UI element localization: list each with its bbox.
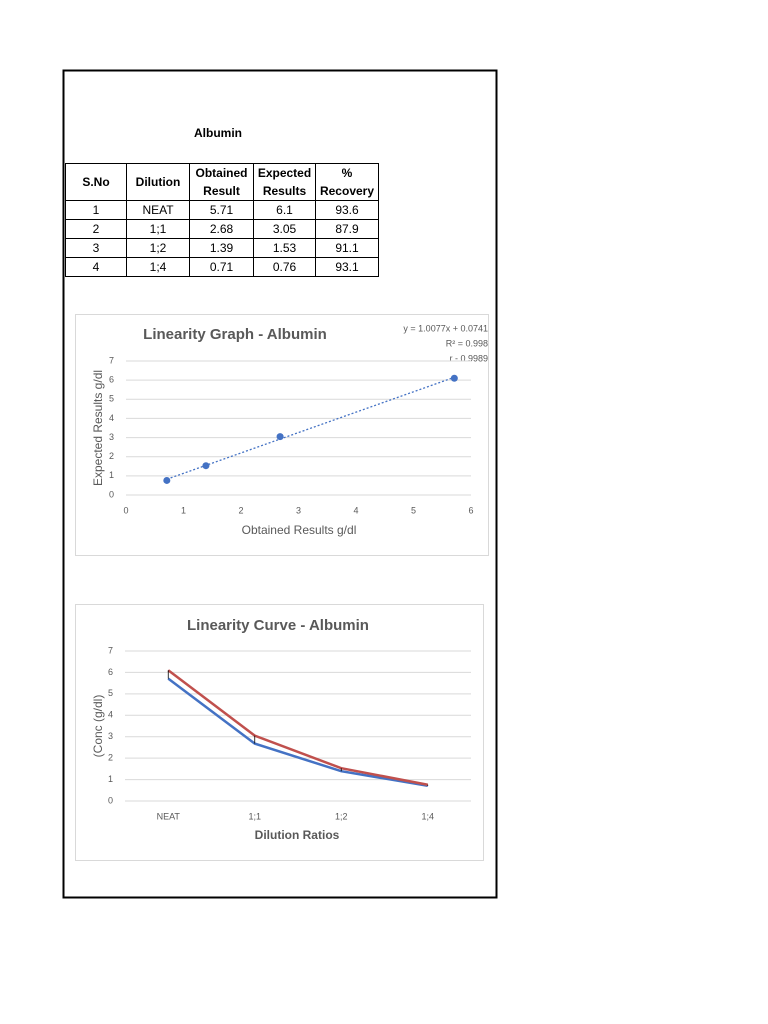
- trendline: [166, 376, 455, 480]
- y-axis-label: (Conc (g/dl): [91, 695, 105, 758]
- y-tick-label: 4: [109, 413, 114, 423]
- y-tick-label: 5: [109, 394, 114, 404]
- x-tick-label: 0: [123, 505, 128, 515]
- table-cell: 1.39: [189, 238, 254, 258]
- y-tick-label: 3: [109, 432, 114, 442]
- data-point: [276, 433, 284, 441]
- header-cell: % Recovery: [315, 163, 379, 201]
- data-point: [202, 462, 210, 470]
- chart-title: Linearity Curve - Albumin: [187, 617, 369, 634]
- data-table: S.No Dilution Obtained Result Expected Resu…: [65, 163, 379, 277]
- y-tick-label: 2: [108, 753, 113, 763]
- table-cell: 87.9: [315, 219, 379, 239]
- y-tick-label: 0: [108, 795, 113, 805]
- chart-frame: [75, 314, 489, 556]
- table-row: 3 1;2 1.39 1.53 91.1: [65, 238, 379, 258]
- header-cell: Dilution: [126, 163, 190, 201]
- x-tick-label: 1;2: [335, 811, 348, 821]
- x-tick-label: 5: [411, 505, 416, 515]
- y-tick-label: 2: [109, 451, 114, 461]
- y-axis-label: Expected Results g/dl: [91, 370, 105, 486]
- table-cell: 1: [65, 200, 127, 220]
- annotation: R² = 0.998: [446, 338, 488, 348]
- y-tick-label: 7: [109, 355, 114, 365]
- x-tick-label: 6: [468, 505, 473, 515]
- x-tick-label: 1: [181, 505, 186, 515]
- table-cell: 1;4: [126, 257, 190, 277]
- table-cell: 1.53: [253, 238, 316, 258]
- table-cell: 3: [65, 238, 127, 258]
- y-tick-label: 7: [108, 645, 113, 655]
- data-line: [167, 669, 428, 786]
- table-row: 1 NEAT 5.71 6.1 93.6: [65, 200, 379, 220]
- y-tick-label: 6: [109, 375, 114, 385]
- x-tick-label: NEAT: [157, 811, 181, 821]
- y-tick-label: 0: [109, 489, 114, 499]
- data-line: [167, 677, 428, 788]
- table-cell: 0.71: [189, 257, 254, 277]
- table-cell: 0.76: [253, 257, 316, 277]
- header-cell: S.No: [65, 163, 127, 201]
- x-tick-label: 2: [238, 505, 243, 515]
- table-cell: 2.68: [189, 219, 254, 239]
- table-cell: 93.1: [315, 257, 379, 277]
- header-cell: Expected Results: [253, 163, 316, 201]
- y-tick-label: 6: [108, 667, 113, 677]
- table-cell: 3.05: [253, 219, 316, 239]
- header-cell: Obtained Result: [189, 163, 254, 201]
- chart-title: Linearity Graph - Albumin: [143, 326, 327, 343]
- y-tick-label: 3: [108, 731, 113, 741]
- data-point: [163, 476, 171, 484]
- table-cell: NEAT: [126, 200, 190, 220]
- x-tick-label: 1;1: [248, 811, 261, 821]
- table-cell: 4: [65, 257, 127, 277]
- x-axis-label: Obtained Results g/dl: [242, 523, 357, 537]
- data-point: [450, 374, 458, 382]
- table-cell: 93.6: [315, 200, 379, 220]
- table-row: 4 1;4 0.71 0.76 93.1: [65, 257, 379, 277]
- annotation: r - 0.9989: [449, 353, 488, 363]
- y-tick-label: 4: [108, 710, 113, 720]
- table-row: 2 1;1 2.68 3.05 87.9: [65, 219, 379, 239]
- doc-title: Albumin: [194, 126, 242, 140]
- y-tick-label: 1: [108, 774, 113, 784]
- chart-frame: [75, 604, 484, 861]
- table-cell: 5.71: [189, 200, 254, 220]
- x-tick-label: 4: [353, 505, 358, 515]
- x-tick-label: 3: [296, 505, 301, 515]
- table-cell: 1;1: [126, 219, 190, 239]
- y-tick-label: 5: [108, 688, 113, 698]
- table-cell: 1;2: [126, 238, 190, 258]
- table-cell: 2: [65, 219, 127, 239]
- page-border: [62, 69, 498, 899]
- x-tick-label: 1;4: [421, 811, 434, 821]
- table-cell: 6.1: [253, 200, 316, 220]
- x-axis-label: Dilution Ratios: [255, 828, 340, 842]
- table-cell: 91.1: [315, 238, 379, 258]
- y-tick-label: 1: [109, 470, 114, 480]
- annotation: y = 1.0077x + 0.0741: [403, 323, 488, 333]
